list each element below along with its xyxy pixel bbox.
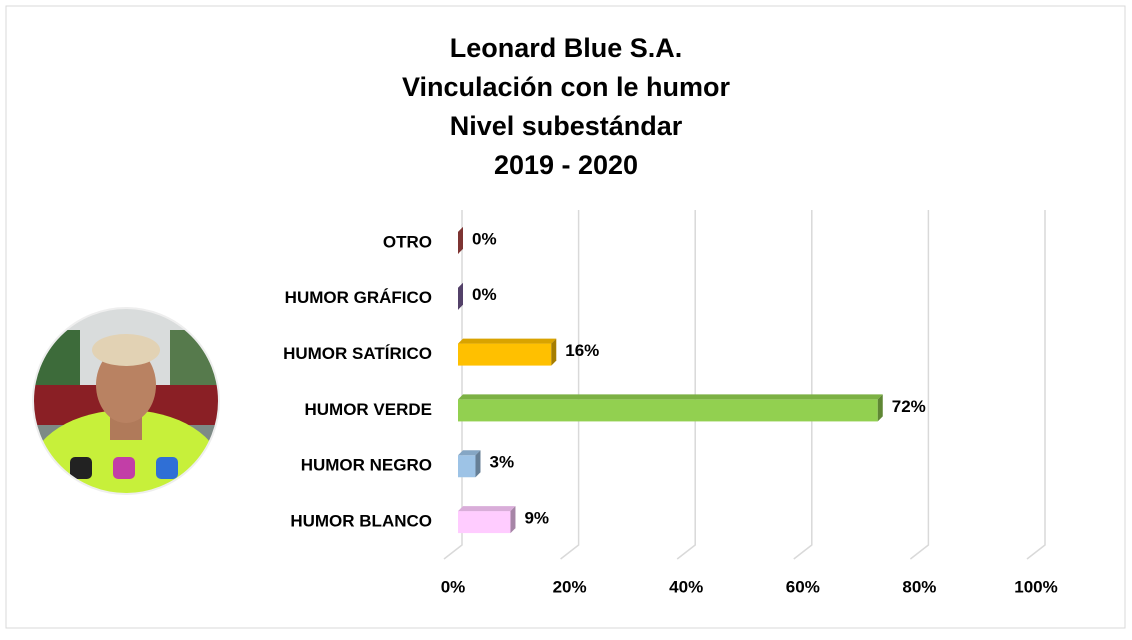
chart: Leonard Blue S.A. Vinculación con le humo…	[0, 0, 1132, 635]
y-tick-label: HUMOR GRÁFICO	[285, 288, 432, 307]
value-label: 9%	[524, 509, 549, 528]
x-tick-label: 100%	[1014, 577, 1057, 596]
bar	[458, 394, 883, 421]
bar-front	[458, 511, 510, 533]
bar-front	[458, 455, 475, 477]
x-tick-label: 40%	[669, 577, 703, 596]
bar	[458, 339, 556, 366]
bar-top	[458, 506, 515, 511]
value-label: 3%	[489, 453, 514, 472]
x-tick-label: 60%	[786, 577, 820, 596]
bar-front	[458, 399, 878, 421]
y-tick-label: HUMOR NEGRO	[301, 456, 432, 475]
y-tick-label: HUMOR SATÍRICO	[283, 344, 432, 363]
value-label: 72%	[892, 397, 926, 416]
y-tick-label: OTRO	[383, 232, 432, 251]
x-tick-label: 20%	[553, 577, 587, 596]
chart-title: Leonard Blue S.A.	[450, 33, 683, 63]
value-label: 0%	[472, 229, 497, 248]
y-tick-label: HUMOR VERDE	[304, 400, 432, 419]
bar-front	[458, 344, 551, 366]
bar	[458, 450, 480, 477]
value-label: 16%	[565, 341, 599, 360]
value-label: 0%	[472, 285, 497, 304]
bar-top	[458, 339, 556, 344]
x-tick-label: 0%	[441, 577, 466, 596]
chart-title: Nivel subestándar	[450, 111, 683, 141]
chart-title: Vinculación con le humor	[402, 72, 731, 102]
bar	[458, 506, 515, 533]
x-tick-label: 80%	[902, 577, 936, 596]
chart-title: 2019 - 2020	[494, 150, 638, 180]
bar-top	[458, 394, 883, 399]
y-tick-label: HUMOR BLANCO	[290, 512, 432, 531]
page: Leonard Blue S.A. Vinculación con le humo…	[0, 0, 1132, 640]
